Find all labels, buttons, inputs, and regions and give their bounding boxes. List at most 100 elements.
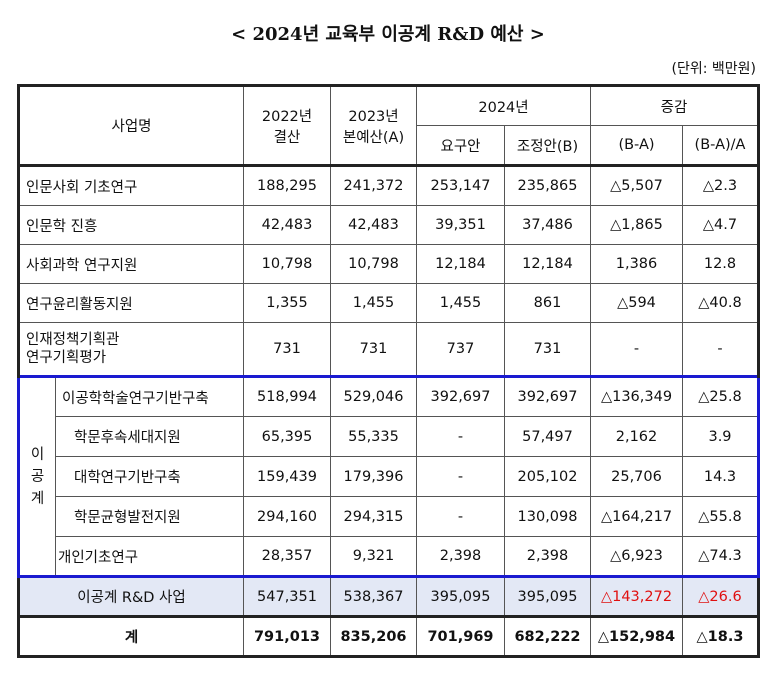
cell-adjusted: 731 [504,322,591,377]
cell-diff: △594 [590,283,683,323]
cell-ratio: △55.8 [682,496,760,537]
cell-ratio: △74.3 [682,536,760,577]
cell-adjusted: 57,497 [504,416,591,457]
cell-request: 2,398 [416,536,505,577]
header-2023-type: 본예산(A) [342,129,405,146]
cell-request: - [416,416,505,457]
cell-adjusted: 395,095 [504,575,591,618]
cell-adjusted: 205,102 [504,456,591,497]
header-adjusted: 조정안(B) [504,125,591,166]
cell-ratio: △4.7 [682,205,760,245]
cell-2022: 65,395 [243,416,331,457]
cell-request: 12,184 [416,244,505,284]
cell-2022: 10,798 [243,244,331,284]
cell-2023: 55,335 [330,416,417,457]
cell-diff: 2,162 [590,416,683,457]
row-name: 개인기초연구 [55,536,244,577]
cell-request: 395,095 [416,575,505,618]
row-name: 인재정책기획관 연구기획평가 [17,322,244,377]
row-name: 대학연구기반구축 [55,456,244,497]
cell-request: 701,969 [416,616,505,658]
table-row: 인재정책기획관 연구기획평가 731 731 737 731 - - [17,322,760,377]
cell-2022: 1,355 [243,283,331,323]
document-title: < 2024년 교육부 이공계 R&D 예산 > [231,24,545,45]
row-name: 인문학 진흥 [17,205,244,245]
cell-diff: △143,272 [590,575,683,618]
table-row: 대학연구기반구축 159,439 179,396 - 205,102 25,70… [19,456,760,497]
cell-adjusted: 37,486 [504,205,591,245]
unit-label: (단위: 백만원) [671,61,757,77]
cell-adjusted: 861 [504,283,591,323]
cell-diff: 25,706 [590,456,683,497]
cell-2022: 518,994 [243,375,331,417]
cell-ratio: 14.3 [682,456,760,497]
row-name: 계 [17,616,244,658]
table-row: 이 공 계 이공학학술연구기반구축 518,994 529,046 392,69… [17,375,760,577]
cell-request: 39,351 [416,205,505,245]
cell-request: 392,697 [416,375,505,417]
cell-2022: 731 [243,322,331,377]
cell-ratio: △26.6 [682,575,760,618]
table-row: 인문사회 기초연구 188,295 241,372 253,147 235,86… [17,165,760,206]
cell-2023: 538,367 [330,575,417,618]
cell-diff: 1,386 [590,244,683,284]
cell-ratio: △2.3 [682,165,760,206]
total-row: 계 791,013 835,206 701,969 682,222 △152,9… [17,616,760,658]
row-name: 이공계 R&D 사업 [17,575,244,618]
cell-2023: 9,321 [330,536,417,577]
header-ratio: (B-A)/A [682,125,760,166]
group-label-char: 공 [30,468,45,485]
row-name: 이공학학술연구기반구축 [55,375,244,417]
cell-2023: 294,315 [330,496,417,537]
group-label: 이 공 계 [17,375,56,577]
table-row: 학문후속세대지원 65,395 55,335 - 57,497 2,162 3.… [19,416,760,457]
cell-diff: - [590,322,683,377]
cell-adjusted: 130,098 [504,496,591,537]
cell-adjusted: 12,184 [504,244,591,284]
cell-ratio: - [682,322,760,377]
cell-2023: 241,372 [330,165,417,206]
cell-2023: 42,483 [330,205,417,245]
cell-adjusted: 2,398 [504,536,591,577]
cell-ratio: △25.8 [682,375,760,417]
row-name: 사회과학 연구지원 [17,244,244,284]
cell-2023: 10,798 [330,244,417,284]
cell-diff: △136,349 [590,375,683,417]
table-row: 개인기초연구 28,357 9,321 2,398 2,398 △6,923 △… [19,536,760,577]
cell-ratio: △18.3 [682,616,760,658]
cell-request: - [416,456,505,497]
rd-subtotal-row: 이공계 R&D 사업 547,351 538,367 395,095 395,0… [17,575,760,618]
cell-2023: 1,455 [330,283,417,323]
cell-ratio: 12.8 [682,244,760,284]
table-row: 연구윤리활동지원 1,355 1,455 1,455 861 △594 △40.… [17,283,760,323]
row-name: 인문사회 기초연구 [17,165,244,206]
header-diff: (B-A) [590,125,683,166]
header-2022-type: 결산 [273,129,301,146]
cell-2022: 42,483 [243,205,331,245]
header-request: 요구안 [416,125,505,166]
row-name-line2: 연구기획평가 [26,350,107,366]
cell-2022: 294,160 [243,496,331,537]
header-2023-year: 2023년 [348,108,399,125]
cell-request: - [416,496,505,537]
table-row: 학문균형발전지원 294,160 294,315 - 130,098 △164,… [19,496,760,537]
cell-request: 1,455 [416,283,505,323]
header-change: 증감 [590,84,760,126]
row-name: 학문균형발전지원 [55,496,244,537]
row-name-line1: 인재정책기획관 [26,332,120,348]
table-row: 인문학 진흥 42,483 42,483 39,351 37,486 △1,86… [17,205,760,245]
cell-ratio: △40.8 [682,283,760,323]
cell-request: 253,147 [416,165,505,206]
cell-adjusted: 392,697 [504,375,591,417]
budget-table: 사업명 2022년 결산 2023년 본예산(A) 2024년 증감 요구안 조… [17,84,760,658]
row-name: 학문후속세대지원 [55,416,244,457]
cell-2023: 529,046 [330,375,417,417]
cell-2022: 188,295 [243,165,331,206]
cell-diff: △164,217 [590,496,683,537]
group-label-char: 이 [30,446,45,463]
cell-2022: 159,439 [243,456,331,497]
table-row: 사회과학 연구지원 10,798 10,798 12,184 12,184 1,… [17,244,760,284]
cell-2022: 28,357 [243,536,331,577]
header-project-name: 사업명 [17,84,244,166]
cell-ratio: 3.9 [682,416,760,457]
